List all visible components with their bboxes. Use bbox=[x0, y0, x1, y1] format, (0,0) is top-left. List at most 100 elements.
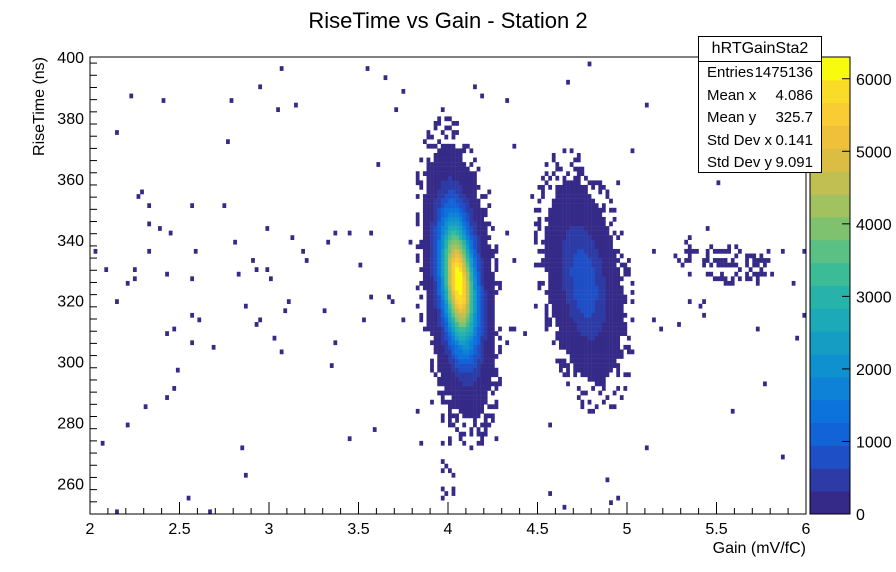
heatmap-cell bbox=[576, 322, 581, 327]
heatmap-cell bbox=[605, 344, 610, 350]
heatmap-cell bbox=[448, 276, 452, 282]
heatmap-cell bbox=[451, 290, 456, 295]
heatmap-cell bbox=[462, 143, 467, 149]
heatmap-cell bbox=[440, 226, 445, 231]
heatmap-cell bbox=[580, 189, 585, 195]
heatmap-cell bbox=[580, 331, 585, 336]
heatmap-cell bbox=[609, 322, 613, 327]
heatmap-cell bbox=[483, 312, 488, 318]
heatmap-cell bbox=[415, 285, 420, 291]
heatmap-cell bbox=[616, 367, 621, 373]
heatmap-cell bbox=[426, 166, 431, 172]
heatmap-cell bbox=[591, 226, 595, 231]
heatmap-cell bbox=[609, 317, 613, 323]
heatmap-cell bbox=[473, 253, 477, 259]
heatmap-cell bbox=[562, 303, 567, 309]
heatmap-cell bbox=[473, 408, 477, 414]
heatmap-cell bbox=[609, 262, 613, 268]
heatmap-cell bbox=[616, 258, 621, 263]
heatmap-cell bbox=[558, 326, 563, 332]
heatmap-cell bbox=[498, 335, 502, 341]
heatmap-cell bbox=[616, 340, 621, 346]
heatmap-cell bbox=[480, 290, 484, 295]
heatmap-cell bbox=[387, 294, 391, 300]
heatmap-cell bbox=[480, 363, 484, 368]
heatmap-cell bbox=[473, 354, 477, 359]
heatmap-cell bbox=[605, 290, 610, 295]
heatmap-cell bbox=[566, 290, 570, 295]
heatmap-cell bbox=[609, 326, 613, 332]
heatmap-cell bbox=[619, 294, 624, 300]
heatmap-cell bbox=[433, 203, 438, 209]
heatmap-cell bbox=[433, 312, 438, 318]
heatmap-cell bbox=[537, 184, 542, 190]
heatmap-cell bbox=[451, 166, 456, 172]
heatmap-cell bbox=[569, 344, 574, 350]
heatmap-cell bbox=[480, 431, 484, 437]
heatmap-cell bbox=[433, 308, 438, 314]
heatmap-cell bbox=[551, 303, 556, 309]
heatmap-cell bbox=[448, 349, 452, 355]
heatmap-cell bbox=[476, 331, 481, 336]
heatmap-cell bbox=[190, 340, 195, 346]
heatmap-cell bbox=[437, 148, 442, 154]
heatmap-cell bbox=[444, 317, 449, 323]
x-axis: 2 2.5 3 3.5 4 4.5 5 5.5 6 bbox=[86, 502, 811, 538]
heatmap-cell bbox=[451, 312, 456, 318]
heatmap-cell bbox=[619, 276, 624, 282]
heatmap-cell bbox=[462, 381, 467, 387]
heatmap-cell bbox=[480, 404, 484, 410]
heatmap-cell bbox=[544, 290, 549, 295]
heatmap-cell bbox=[558, 248, 563, 254]
heatmap-cell bbox=[433, 280, 438, 286]
heatmap-cell bbox=[430, 258, 434, 263]
heatmap-cell bbox=[430, 294, 434, 300]
heatmap-cell bbox=[605, 326, 610, 332]
heatmap-cell bbox=[601, 317, 606, 323]
heatmap-cell bbox=[476, 235, 481, 240]
heatmap-cell bbox=[433, 253, 438, 259]
heatmap-cell bbox=[555, 189, 560, 195]
heatmap-cell bbox=[580, 312, 585, 318]
heatmap-cell bbox=[555, 299, 560, 304]
heatmap-cell bbox=[490, 344, 495, 350]
heatmap-cell bbox=[458, 390, 463, 396]
heatmap-cell bbox=[591, 212, 595, 218]
heatmap-cell bbox=[465, 399, 470, 405]
heatmap-cell bbox=[444, 390, 449, 396]
heatmap-cell bbox=[720, 248, 724, 254]
heatmap-cell bbox=[584, 390, 588, 396]
heatmap-cell bbox=[469, 408, 474, 414]
heatmap-cell bbox=[490, 317, 495, 323]
heatmap-cell bbox=[444, 226, 449, 231]
heatmap-cell bbox=[487, 381, 492, 387]
heatmap-cell bbox=[630, 290, 635, 295]
heatmap-cell bbox=[473, 194, 477, 199]
heatmap-cell bbox=[458, 340, 463, 346]
heatmap-cell bbox=[483, 413, 488, 419]
heatmap-cell bbox=[430, 399, 434, 405]
heatmap-cell bbox=[462, 303, 467, 309]
heatmap-cell bbox=[562, 216, 567, 222]
heatmap-cell bbox=[465, 335, 470, 341]
heatmap-cell bbox=[473, 404, 477, 410]
heatmap-cell bbox=[462, 262, 467, 268]
x-tick-label: 3 bbox=[265, 521, 274, 538]
heatmap-cell bbox=[426, 267, 431, 272]
heatmap-cell bbox=[587, 308, 592, 314]
heatmap-cell bbox=[458, 207, 463, 213]
heatmap-cell bbox=[494, 386, 499, 391]
heatmap-cell bbox=[473, 376, 477, 382]
heatmap-cell bbox=[490, 299, 495, 304]
heatmap-cell bbox=[566, 308, 570, 314]
heatmap-cell bbox=[601, 386, 606, 391]
heatmap-cell bbox=[473, 317, 477, 323]
heatmap-cell bbox=[544, 308, 549, 314]
heatmap-cell bbox=[426, 299, 431, 304]
heatmap-cell bbox=[455, 175, 459, 181]
heatmap-cell bbox=[562, 253, 567, 259]
heatmap-cell bbox=[551, 299, 556, 304]
heatmap-cell bbox=[433, 166, 438, 172]
heatmap-cell bbox=[548, 299, 553, 304]
heatmap-cell bbox=[555, 276, 560, 282]
